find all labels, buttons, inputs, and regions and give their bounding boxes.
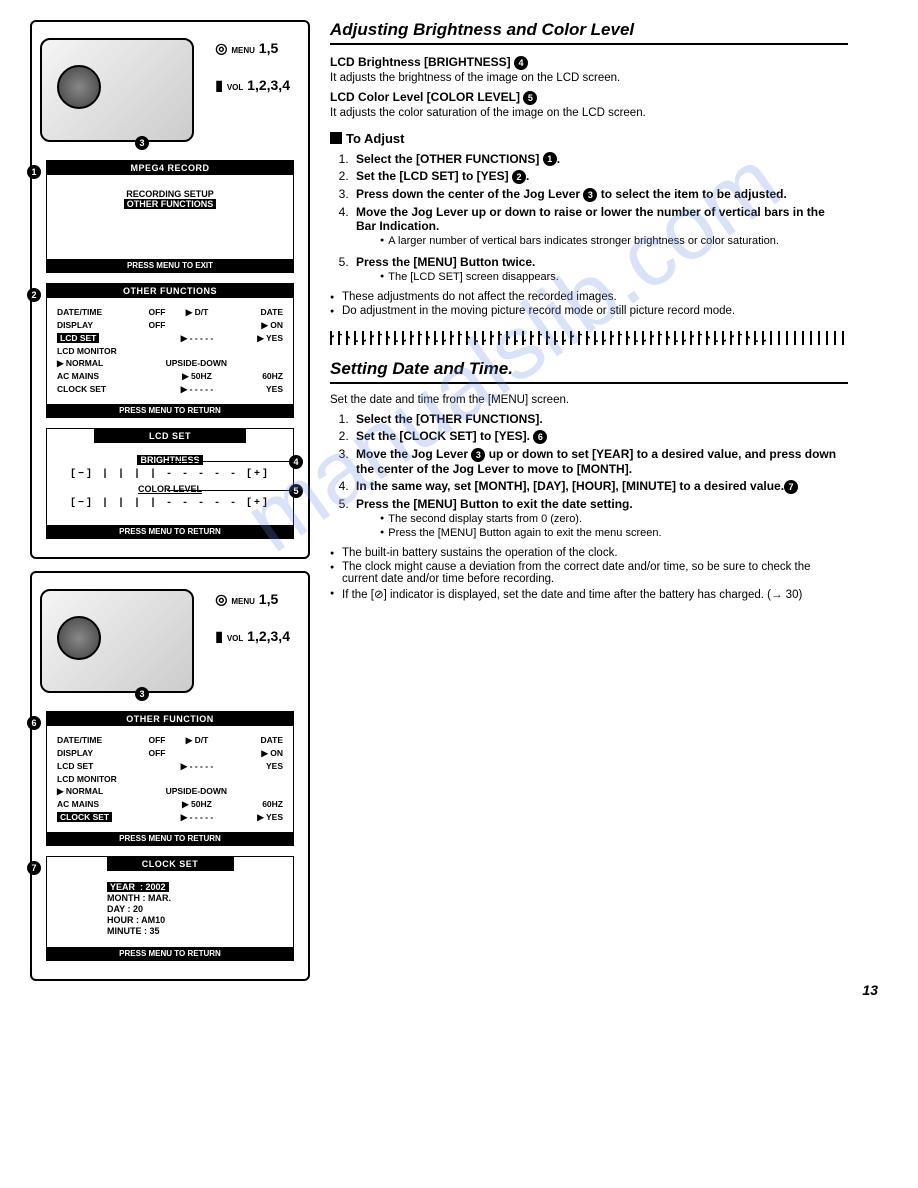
adjust-steps: Select the [OTHER FUNCTIONS] 1. Set the …: [330, 152, 848, 283]
callout-1-icon: 1: [27, 165, 41, 179]
menu7-footer: PRESS MENU TO RETURN: [47, 947, 293, 960]
menu2-header: OTHER FUNCTIONS: [47, 284, 293, 298]
to-adjust-heading: To Adjust: [330, 131, 848, 146]
section2-title: Setting Date and Time.: [330, 359, 848, 384]
menu-other-function-6: 6 OTHER FUNCTION DATE/TIMEOFF▶ D/TDATE D…: [46, 711, 294, 846]
camera-body-2: [40, 589, 194, 693]
menu1-footer: PRESS MENU TO EXIT: [47, 259, 293, 272]
ref-3-icon: 3: [583, 188, 597, 202]
colorlevel-bars: [−] | | | | - - - - - [+]: [57, 498, 283, 509]
colorlevel-label: COLOR LEVEL: [138, 484, 202, 494]
callout-4-icon: 4: [289, 455, 303, 469]
menu3-footer: PRESS MENU TO RETURN: [47, 525, 293, 538]
menu1-header: MPEG4 RECORD: [47, 161, 293, 175]
left-column: ◎ MENU 1,5 ▮ VOL 1,2,3,4 3 1 MPEG4 RECOR…: [30, 20, 310, 993]
menu-lcd-set: LCD SET BRIGHTNESS 4 [−] | | | | - - - -…: [46, 428, 294, 539]
menu6-header: OTHER FUNCTION: [47, 712, 293, 726]
clock-month: MONTH : MAR.: [107, 893, 263, 903]
ref-2-icon: 2: [512, 170, 526, 184]
ref-3b-icon: 3: [471, 448, 485, 462]
section2-intro: Set the date and time from the [MENU] sc…: [330, 394, 848, 406]
section2-bottom-notes: The built-in battery sustains the operat…: [330, 547, 848, 601]
brightness-bars: [−] | | | | - - - - - [+]: [57, 469, 283, 480]
menu-other-functions: 2 OTHER FUNCTIONS DATE/TIMEOFF▶ D/TDATE …: [46, 283, 294, 418]
menu-mpeg4-record: 1 MPEG4 RECORD RECORDING SETUP OTHER FUN…: [46, 160, 294, 273]
right-column: Adjusting Brightness and Color Level LCD…: [330, 20, 888, 993]
ornamental-divider: [330, 331, 848, 345]
camera-callouts-2: ◎ MENU 1,5 ▮ VOL 1,2,3,4: [215, 591, 290, 645]
ref-6-icon: 6: [533, 430, 547, 444]
camera-body: [40, 38, 194, 142]
callout-3b-icon: 3: [135, 687, 149, 701]
diagram-box-2: ◎ MENU 1,5 ▮ VOL 1,2,3,4 3 6 OTHER FUNCT…: [30, 571, 310, 981]
page-layout: ◎ MENU 1,5 ▮ VOL 1,2,3,4 3 1 MPEG4 RECOR…: [30, 20, 888, 993]
camera-lens: [57, 65, 101, 109]
clock-minute: MINUTE : 35: [107, 926, 263, 936]
camera-illustration-2: ◎ MENU 1,5 ▮ VOL 1,2,3,4 3: [40, 581, 300, 701]
callout-3-icon: 3: [135, 136, 149, 150]
menu3-header: LCD SET: [94, 429, 246, 443]
ref-5-icon: 5: [523, 91, 537, 105]
datetime-steps: Select the [OTHER FUNCTIONS]. Set the [C…: [330, 412, 848, 538]
callout-2-icon: 2: [27, 288, 41, 302]
menu1-line2: OTHER FUNCTIONS: [124, 199, 217, 209]
camera-illustration-1: ◎ MENU 1,5 ▮ VOL 1,2,3,4 3: [40, 30, 300, 150]
ref-1-icon: 1: [543, 152, 557, 166]
menu7-header: CLOCK SET: [107, 857, 234, 871]
sub2-text: It adjusts the color saturation of the i…: [330, 107, 848, 119]
menu2-footer: PRESS MENU TO RETURN: [47, 404, 293, 417]
section1-title: Adjusting Brightness and Color Level: [330, 20, 848, 45]
step4-note: A larger number of vertical bars indicat…: [376, 235, 848, 247]
callout-7-icon: 7: [27, 861, 41, 875]
section1-bottom-notes: These adjustments do not affect the reco…: [330, 291, 848, 317]
menu6-footer: PRESS MENU TO RETURN: [47, 832, 293, 845]
menu1-line1: RECORDING SETUP: [57, 189, 283, 199]
camera-callouts: ◎ MENU 1,5 ▮ VOL 1,2,3,4: [215, 40, 290, 94]
sub1-heading: LCD Brightness [BRIGHTNESS] 4: [330, 55, 848, 70]
diagram-box-1: ◎ MENU 1,5 ▮ VOL 1,2,3,4 3 1 MPEG4 RECOR…: [30, 20, 310, 559]
clock-day: DAY : 20: [107, 904, 263, 914]
sub2-heading: LCD Color Level [COLOR LEVEL] 5: [330, 90, 848, 105]
callout-6-icon: 6: [27, 716, 41, 730]
ref-4-icon: 4: [514, 56, 528, 70]
callout-5-icon: 5: [289, 484, 303, 498]
menu-clock-set: 7 CLOCK SET YEAR : 2002 MONTH : MAR. DAY…: [46, 856, 294, 961]
divider-icon: [330, 331, 848, 345]
sub1-text: It adjusts the brightness of the image o…: [330, 72, 848, 84]
brightness-label: BRIGHTNESS: [137, 455, 202, 465]
ref-7-icon: 7: [784, 480, 798, 494]
step5-note: The [LCD SET] screen disappears.: [376, 271, 848, 283]
clock-hour: HOUR : AM10: [107, 915, 263, 925]
camera-lens-2: [57, 616, 101, 660]
page-number: 13: [862, 982, 878, 998]
